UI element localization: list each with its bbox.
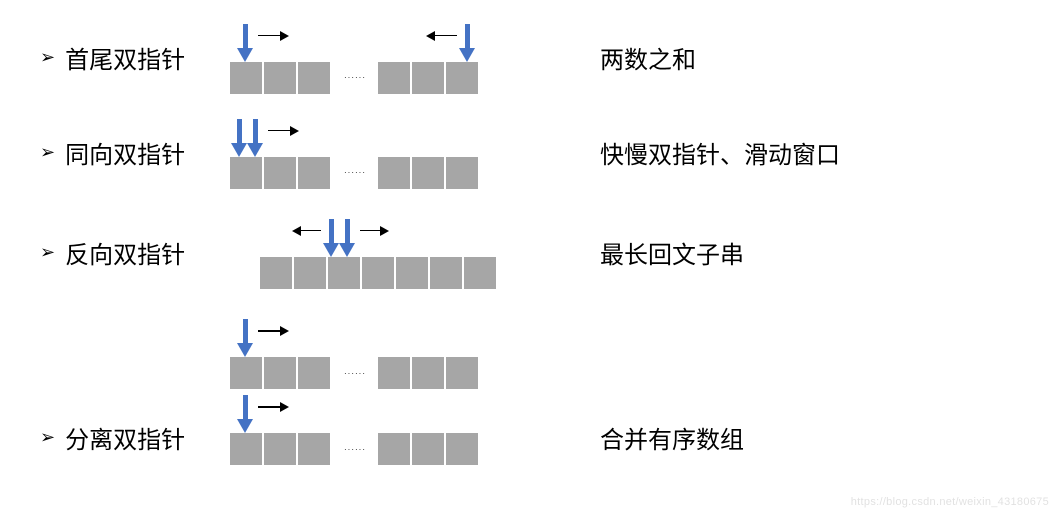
bullet-icon: ➢ [40, 242, 55, 263]
example-reverse: 最长回文子串 [570, 235, 744, 270]
move-right-icon [360, 225, 389, 237]
pointer-left [238, 24, 252, 62]
pointer-right [340, 219, 354, 257]
move-right-icon [258, 30, 289, 42]
label-col: ➢ 分离双指针 [0, 420, 230, 455]
bullet-icon: ➢ [40, 47, 55, 68]
array-cells: ······ [230, 62, 480, 94]
ellipsis: ······ [332, 168, 378, 177]
label-col: ➢ 反向双指针 [0, 235, 230, 270]
pointer-bottom [238, 395, 252, 433]
diagram-same-direction: ······ [230, 117, 570, 189]
pointer-fast [248, 119, 262, 157]
move-right-icon [258, 401, 289, 413]
diagram-reverse [230, 217, 570, 289]
pointer-top [238, 319, 252, 357]
diagram-separate: ······ ······ [230, 357, 570, 465]
array-cells [260, 257, 498, 289]
ellipsis: ······ [332, 369, 378, 378]
move-right-icon [258, 325, 289, 337]
ellipsis: ······ [332, 73, 378, 82]
label-separate: 分离双指针 [65, 420, 185, 455]
example-head-tail: 两数之和 [570, 40, 696, 75]
watermark: https://blog.csdn.net/weixin_43180675 [851, 496, 1049, 508]
array-cells-top: ······ [230, 357, 570, 389]
ellipsis: ······ [332, 445, 378, 454]
pointer-left [324, 219, 338, 257]
diagram-head-tail: ······ [230, 22, 570, 94]
label-head-tail: 首尾双指针 [65, 40, 185, 75]
pointer-slow [232, 119, 246, 157]
label-col: ➢ 同向双指针 [0, 135, 230, 170]
example-separate: 合并有序数组 [570, 420, 744, 455]
row-separate: ➢ 分离双指针 ······ ······ [0, 305, 1055, 485]
example-same-direction: 快慢双指针、滑动窗口 [570, 135, 840, 170]
row-head-tail: ➢ 首尾双指针 ······ 两数之和 [0, 10, 1055, 105]
bullet-icon: ➢ [40, 427, 55, 448]
array-cells: ······ [230, 157, 480, 189]
move-left-icon [292, 225, 321, 237]
label-col: ➢ 首尾双指针 [0, 40, 230, 75]
bullet-icon: ➢ [40, 142, 55, 163]
move-right-icon [268, 125, 299, 137]
label-reverse: 反向双指针 [65, 235, 185, 270]
row-same-direction: ➢ 同向双指针 ······ 快慢双指针、滑动窗口 [0, 105, 1055, 200]
move-left-icon [426, 30, 457, 42]
label-same-direction: 同向双指针 [65, 135, 185, 170]
pointer-right [460, 24, 474, 62]
row-reverse: ➢ 反向双指针 最长回文子串 [0, 200, 1055, 305]
array-cells-bottom: ······ [230, 433, 570, 465]
